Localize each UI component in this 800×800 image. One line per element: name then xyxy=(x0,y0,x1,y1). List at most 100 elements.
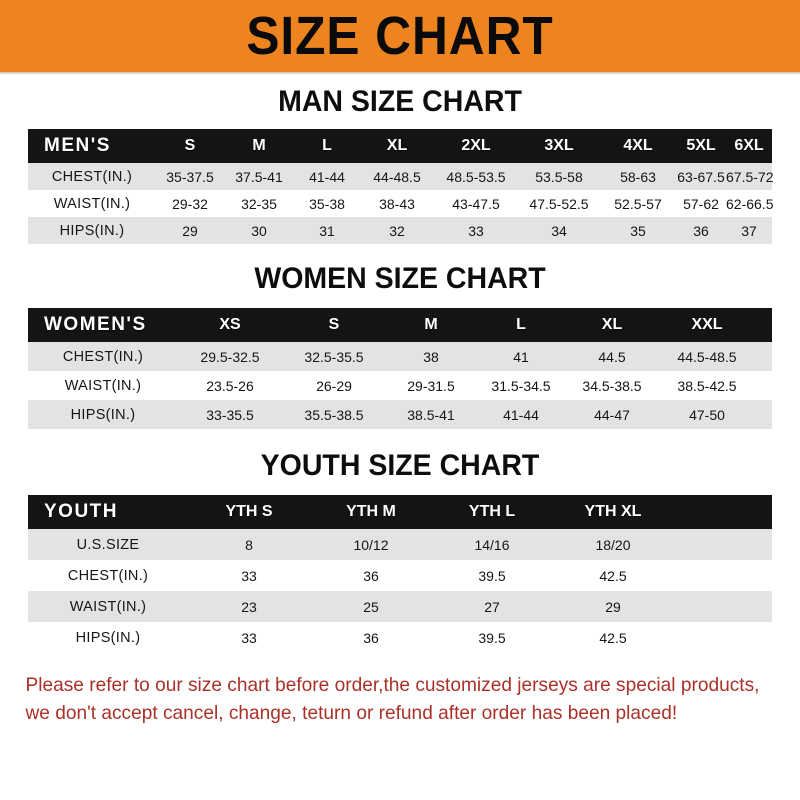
youth-cell-0-1: 10/12 xyxy=(353,536,389,553)
section-title-women: WOMEN SIZE CHART xyxy=(254,262,546,295)
youth-col-header-0: YTH S xyxy=(225,503,273,520)
women-corner-label: WOMEN'S xyxy=(44,314,147,335)
man-cell-1-6: 52.5-57 xyxy=(614,195,662,212)
youth-cell-1-2: 39.5 xyxy=(478,567,506,584)
youth-size-table: YOUTH YTH S YTH M YTH L YTH XL U.S.SIZE … xyxy=(28,495,772,653)
women-cell-0-1: 32.5-35.5 xyxy=(304,348,364,365)
section-man: MAN SIZE CHART MEN'S S M L XL 2XL 3XL 4X… xyxy=(0,87,800,244)
youth-cell-3-1: 36 xyxy=(363,629,379,646)
man-cell-0-8: 67.5-72 xyxy=(726,168,774,185)
man-cell-0-2: 41-44 xyxy=(309,168,345,185)
man-cell-2-5: 34 xyxy=(551,222,567,239)
table-row: WAIST(IN.) 23 25 27 29 xyxy=(28,591,772,622)
youth-cell-0-3: 18/20 xyxy=(595,536,631,553)
man-cell-2-4: 33 xyxy=(468,222,484,239)
youth-cell-3-0: 33 xyxy=(241,629,257,646)
disclaimer-line-2: we don't accept cancel, change, teturn o… xyxy=(25,702,678,724)
table-row: HIPS(IN.) 29 30 31 32 33 34 35 36 37 xyxy=(28,217,772,244)
youth-cell-3-3: 42.5 xyxy=(599,629,627,646)
youth-col-header-4 xyxy=(674,495,724,529)
women-cell-2-2: 38.5-41 xyxy=(407,406,455,423)
youth-row-label-3: HIPS(IN.) xyxy=(75,629,141,646)
man-size-table: MEN'S S M L XL 2XL 3XL 4XL 5XL 6XL CHEST… xyxy=(28,129,774,244)
man-row-label-1: WAIST(IN.) xyxy=(53,195,131,212)
youth-cell-0-5 xyxy=(724,529,772,560)
man-cell-2-2: 31 xyxy=(319,222,335,239)
youth-col-header-2: YTH L xyxy=(468,503,516,520)
man-cell-2-1: 30 xyxy=(251,222,267,239)
women-col-header-5: XXL xyxy=(691,316,723,333)
page-banner: SIZE CHART xyxy=(0,0,800,72)
table-row: WAIST(IN.) 23.5-26 26-29 29-31.5 31.5-34… xyxy=(28,371,772,400)
youth-cell-2-3: 29 xyxy=(605,598,621,615)
man-cell-1-7: 57-62 xyxy=(683,195,719,212)
youth-cell-2-0: 23 xyxy=(241,598,257,615)
section-youth: YOUTH SIZE CHART YOUTH YTH S YTH M YTH L… xyxy=(0,451,800,653)
women-cell-0-2: 38 xyxy=(423,348,439,365)
section-title-man: MAN SIZE CHART xyxy=(278,85,522,118)
women-cell-2-4: 44-47 xyxy=(594,406,630,423)
table-row: U.S.SIZE 8 10/12 14/16 18/20 xyxy=(28,529,772,560)
man-cell-1-1: 32-35 xyxy=(241,195,277,212)
man-cell-0-5: 53.5-58 xyxy=(535,168,583,185)
man-col-header-6: 4XL xyxy=(623,137,653,154)
disclaimer-line-1: Please refer to our size chart before or… xyxy=(25,674,760,696)
women-col-header-4: XL xyxy=(601,316,623,333)
man-cell-0-1: 37.5-41 xyxy=(235,168,283,185)
table-row: CHEST(IN.) 29.5-32.5 32.5-35.5 38 41 44.… xyxy=(28,342,772,371)
women-cell-0-5: 44.5-48.5 xyxy=(677,348,737,365)
women-cell-1-5: 38.5-42.5 xyxy=(677,377,737,394)
man-col-header-3: XL xyxy=(386,137,408,154)
man-col-header-2: L xyxy=(322,137,332,154)
youth-cell-1-3: 42.5 xyxy=(599,567,627,584)
youth-cell-2-2: 27 xyxy=(484,598,500,615)
women-cell-1-0: 23.5-26 xyxy=(206,377,254,394)
man-cell-0-0: 35-37.5 xyxy=(166,168,214,185)
women-cell-2-0: 33-35.5 xyxy=(206,406,254,423)
women-row-label-1: WAIST(IN.) xyxy=(64,377,142,394)
man-col-header-7: 5XL xyxy=(686,137,716,154)
man-cell-1-4: 43-47.5 xyxy=(452,195,500,212)
man-cell-1-5: 47.5-52.5 xyxy=(529,195,589,212)
youth-cell-3-2: 39.5 xyxy=(478,629,506,646)
youth-cell-2-1: 25 xyxy=(363,598,379,615)
man-col-header-4: 2XL xyxy=(461,137,491,154)
women-cell-1-1: 26-29 xyxy=(316,377,352,394)
women-cell-1-6 xyxy=(756,371,772,400)
table-row: CHEST(IN.) 35-37.5 37.5-41 41-44 44-48.5… xyxy=(28,163,774,190)
table-row: WAIST(IN.) 29-32 32-35 35-38 38-43 43-47… xyxy=(28,190,774,217)
youth-cell-1-0: 33 xyxy=(241,567,257,584)
women-cell-0-0: 29.5-32.5 xyxy=(200,348,260,365)
man-cell-2-3: 32 xyxy=(389,222,405,239)
youth-header-row: YOUTH YTH S YTH M YTH L YTH XL xyxy=(28,495,772,529)
youth-cell-0-4 xyxy=(674,529,724,560)
man-cell-0-7: 63-67.5 xyxy=(677,168,725,185)
youth-cell-0-0: 8 xyxy=(245,536,253,553)
women-col-header-6 xyxy=(756,308,772,342)
youth-cell-2-5 xyxy=(724,591,772,622)
table-row: HIPS(IN.) 33 36 39.5 42.5 xyxy=(28,622,772,653)
man-cell-2-6: 35 xyxy=(630,222,646,239)
women-cell-0-3: 41 xyxy=(513,348,529,365)
women-cell-0-4: 44.5 xyxy=(598,348,626,365)
youth-cell-1-4 xyxy=(674,560,724,591)
women-col-header-0: XS xyxy=(219,316,241,333)
man-cell-2-0: 29 xyxy=(182,222,198,239)
table-row: CHEST(IN.) 33 36 39.5 42.5 xyxy=(28,560,772,591)
women-row-label-0: CHEST(IN.) xyxy=(62,348,144,365)
man-cell-1-8: 62-66.5 xyxy=(726,195,774,212)
youth-col-header-1: YTH M xyxy=(346,503,396,520)
women-col-header-3: L xyxy=(516,316,526,333)
women-cell-2-1: 35.5-38.5 xyxy=(304,406,364,423)
youth-col-header-5 xyxy=(724,495,772,529)
man-col-header-0: S xyxy=(184,137,196,154)
man-row-label-2: HIPS(IN.) xyxy=(59,222,125,239)
man-cell-0-3: 44-48.5 xyxy=(373,168,421,185)
man-cell-2-8: 37 xyxy=(741,222,757,239)
man-col-header-5: 3XL xyxy=(544,137,574,154)
order-disclaimer: Please refer to our size chart before or… xyxy=(0,671,784,727)
man-col-header-1: M xyxy=(252,137,266,154)
youth-row-label-2: WAIST(IN.) xyxy=(69,598,147,615)
youth-cell-1-1: 36 xyxy=(363,567,379,584)
youth-corner-label: YOUTH xyxy=(44,501,118,522)
